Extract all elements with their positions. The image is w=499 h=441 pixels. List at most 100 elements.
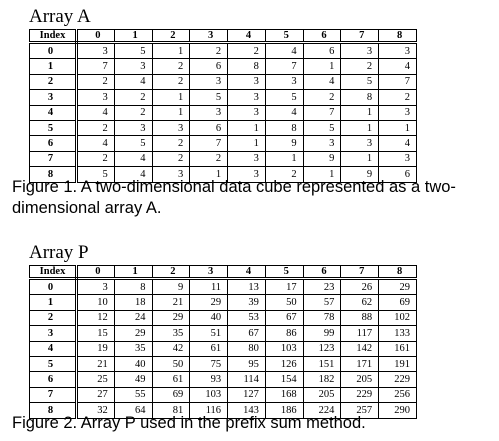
array-p-column-header: 7 [340, 265, 380, 280]
array-p-cell: 23 [302, 277, 342, 296]
array-p-column-header: 2 [151, 265, 191, 280]
array-p-cell: 3 [76, 277, 115, 296]
array-p-table-row: 1 10 18 21 29 39 50 57 62 69 [29, 294, 417, 311]
array-p-table-row: 8 32 64 81 116 143 186 224 257 290 [29, 402, 417, 419]
array-p-column-header: 1 [113, 265, 153, 280]
array-a-row-index: 2 [29, 73, 78, 91]
array-a-column-header: 3 [189, 29, 229, 44]
array-p-cell: 127 [227, 386, 266, 404]
array-p-row-index: 1 [29, 294, 78, 311]
array-p-cell: 171 [340, 355, 380, 373]
array-p-cell: 35 [151, 325, 191, 342]
array-a-row-index: 4 [29, 104, 78, 121]
array-p-index-header: Index [29, 265, 78, 280]
array-a-cell: 3 [264, 73, 304, 91]
array-p-cell: 40 [113, 355, 153, 373]
array-p-column-header: 3 [189, 265, 229, 280]
array-a-cell: 3 [189, 73, 229, 91]
array-p-cell: 64 [113, 402, 153, 419]
array-a-cell: 2 [227, 41, 266, 60]
array-a-cell: 5 [340, 73, 380, 91]
array-a-cell: 3 [340, 41, 380, 60]
array-a-cell: 4 [113, 166, 153, 183]
array-p-cell: 61 [151, 371, 191, 388]
array-p-cell: 50 [151, 355, 191, 373]
figure-2-caption: Figure 2. Array P used in the prefix sum… [12, 414, 366, 432]
array-a-cell: 1 [227, 135, 266, 152]
array-p-cell: 93 [189, 371, 229, 388]
array-p-cell: 103 [189, 386, 229, 404]
array-p-column-header: 4 [227, 265, 266, 280]
array-a-cell: 2 [113, 104, 153, 121]
array-p-cell: 13 [227, 277, 266, 296]
array-p-cell: 67 [264, 309, 304, 327]
array-p-cell: 142 [340, 340, 380, 357]
array-p-cell: 205 [340, 371, 380, 388]
array-p-cell: 29 [151, 309, 191, 327]
array-a-cell: 1 [340, 150, 380, 168]
array-a-row-index: 6 [29, 135, 78, 152]
array-a-cell: 3 [227, 150, 266, 168]
array-p-cell: 168 [264, 386, 304, 404]
array-p-cell: 29 [113, 325, 153, 342]
array-a-cell: 1 [340, 104, 380, 121]
array-a-cell: 3 [378, 104, 417, 121]
array-p-column-header: 6 [302, 265, 342, 280]
array-p-row-index: 3 [29, 325, 78, 342]
array-a-cell: 3 [378, 150, 417, 168]
array-a-cell: 5 [113, 135, 153, 152]
array-a-cell: 2 [151, 135, 191, 152]
array-p-row-index: 5 [29, 355, 78, 373]
array-p-cell: 39 [227, 294, 266, 311]
array-p-cell: 205 [302, 386, 342, 404]
array-a-column-header: 4 [227, 29, 266, 44]
array-p-row-index: 4 [29, 340, 78, 357]
array-p-cell: 117 [340, 325, 380, 342]
array-a-cell: 1 [340, 119, 380, 137]
array-p-cell: 53 [227, 309, 266, 327]
array-p-cell: 26 [340, 277, 380, 296]
array-p-cell: 116 [189, 402, 229, 419]
array-a-title: Array A [29, 6, 91, 27]
array-p-cell: 114 [227, 371, 266, 388]
array-p-row-index: 8 [29, 402, 78, 419]
array-p-cell: 61 [189, 340, 229, 357]
array-p-cell: 123 [302, 340, 342, 357]
array-a-row-index: 1 [29, 58, 78, 75]
array-a-cell: 1 [151, 41, 191, 60]
array-p-cell: 57 [302, 294, 342, 311]
array-p-cell: 75 [189, 355, 229, 373]
array-a-cell: 4 [264, 104, 304, 121]
array-p-row-index: 7 [29, 386, 78, 404]
array-a-cell: 4 [378, 135, 417, 152]
array-p-cell: 21 [76, 355, 115, 373]
array-p-cell: 151 [302, 355, 342, 373]
array-a-cell: 6 [378, 166, 417, 183]
array-a-cell: 3 [151, 119, 191, 137]
array-a-column-header: 5 [264, 29, 304, 44]
array-a-cell: 3 [227, 89, 266, 106]
array-p-cell: 154 [264, 371, 304, 388]
array-a-cell: 1 [378, 119, 417, 137]
array-a-cell: 2 [340, 58, 380, 75]
array-a-cell: 4 [76, 135, 115, 152]
array-a-cell: 9 [264, 135, 304, 152]
array-p-cell: 290 [378, 402, 417, 419]
array-p-cell: 40 [189, 309, 229, 327]
array-a-column-header: 6 [302, 29, 342, 44]
array-a-cell: 1 [264, 150, 304, 168]
array-p-table: Index 0 1 2 3 4 5 6 7 8 0 3 8 9 11 13 17 23 26 29 1 10 18 21 29… [29, 265, 417, 419]
array-a-cell: 1 [227, 119, 266, 137]
array-p-column-header: 0 [76, 265, 115, 280]
array-p-cell: 49 [113, 371, 153, 388]
array-p-cell: 86 [264, 325, 304, 342]
array-p-cell: 42 [151, 340, 191, 357]
array-a-cell: 3 [378, 41, 417, 60]
array-a-cell: 2 [378, 89, 417, 106]
array-a-cell: 7 [189, 135, 229, 152]
array-p-cell: 69 [151, 386, 191, 404]
array-p-cell: 69 [378, 294, 417, 311]
array-p-cell: 229 [378, 371, 417, 388]
